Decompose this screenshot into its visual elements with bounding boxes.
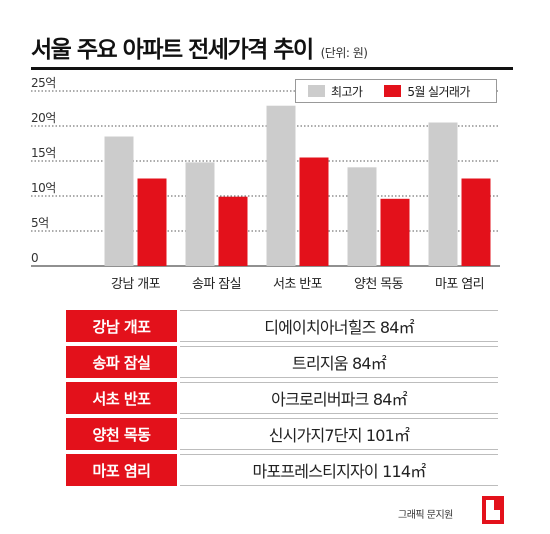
bar-max-price: [266, 105, 296, 266]
logo-icon: [482, 496, 504, 524]
bar-max-price: [347, 167, 377, 266]
y-tick-label: 10억: [31, 181, 56, 195]
row-complex: 신시가지7단지 101㎡: [180, 418, 498, 450]
table-row: 서초 반포 아크로리버파크 84㎡: [66, 382, 498, 414]
legend-item-actual: 5월 실거래가: [384, 83, 470, 100]
row-region: 송파 잠실: [66, 346, 177, 378]
bar-may-actual-price: [137, 178, 167, 266]
bar-may-actual-price: [461, 178, 491, 266]
row-region: 양천 목동: [66, 418, 177, 450]
x-tick-label: 강남 개포: [111, 277, 161, 292]
unit-label: (단위: 원): [320, 46, 368, 60]
bar-may-actual-price: [380, 198, 410, 266]
row-complex: 트리지움 84㎡: [180, 346, 498, 378]
row-region: 마포 염리: [66, 454, 177, 486]
x-tick-label: 서초 반포: [273, 277, 323, 292]
table-row: 송파 잠실 트리지움 84㎡: [66, 346, 498, 378]
bar-max-price: [185, 162, 215, 266]
title-rule: [31, 67, 513, 70]
legend-swatch-actual: [384, 85, 402, 97]
legend-label-actual: 5월 실거래가: [407, 84, 470, 99]
bar-max-price: [104, 136, 134, 266]
legend-label-max: 최고가: [331, 84, 363, 99]
chart-title: 서울 주요 아파트 전세가격 추이: [31, 37, 314, 63]
legend: 최고가 5월 실거래가: [295, 79, 497, 103]
bar-max-price: [428, 122, 458, 266]
row-complex: 마포프레스티지자이 114㎡: [180, 454, 498, 486]
complex-table: 강남 개포 디에이치아너힐즈 84㎡ 송파 잠실 트리지움 84㎡ 서초 반포 …: [66, 310, 498, 490]
y-tick-label: 25억: [31, 76, 56, 90]
x-tick-label: 마포 염리: [435, 277, 484, 292]
row-complex: 아크로리버파크 84㎡: [180, 382, 498, 414]
x-tick-label: 송파 잠실: [192, 277, 241, 292]
row-region: 서초 반포: [66, 382, 177, 414]
table-row: 양천 목동 신시가지7단지 101㎡: [66, 418, 498, 450]
y-tick-label: 20억: [31, 111, 56, 125]
x-tick-label: 양천 목동: [354, 277, 404, 292]
legend-swatch-max: [308, 85, 325, 97]
y-tick-label: 5억: [31, 216, 49, 230]
table-row: 강남 개포 디에이치아너힐즈 84㎡: [66, 310, 498, 342]
y-tick-label: 0: [31, 251, 38, 265]
y-tick-label: 15억: [31, 146, 56, 160]
bar-may-actual-price: [218, 196, 248, 266]
graphic-credit: 그래픽 문지원: [398, 510, 453, 521]
bar-may-actual-price: [299, 157, 329, 266]
row-region: 강남 개포: [66, 310, 177, 342]
title-block: 서울 주요 아파트 전세가격 추이 (단위: 원): [31, 30, 368, 64]
table-row: 마포 염리 마포프레스티지자이 114㎡: [66, 454, 498, 486]
row-complex: 디에이치아너힐즈 84㎡: [180, 310, 498, 342]
legend-item-max: 최고가: [308, 83, 363, 100]
